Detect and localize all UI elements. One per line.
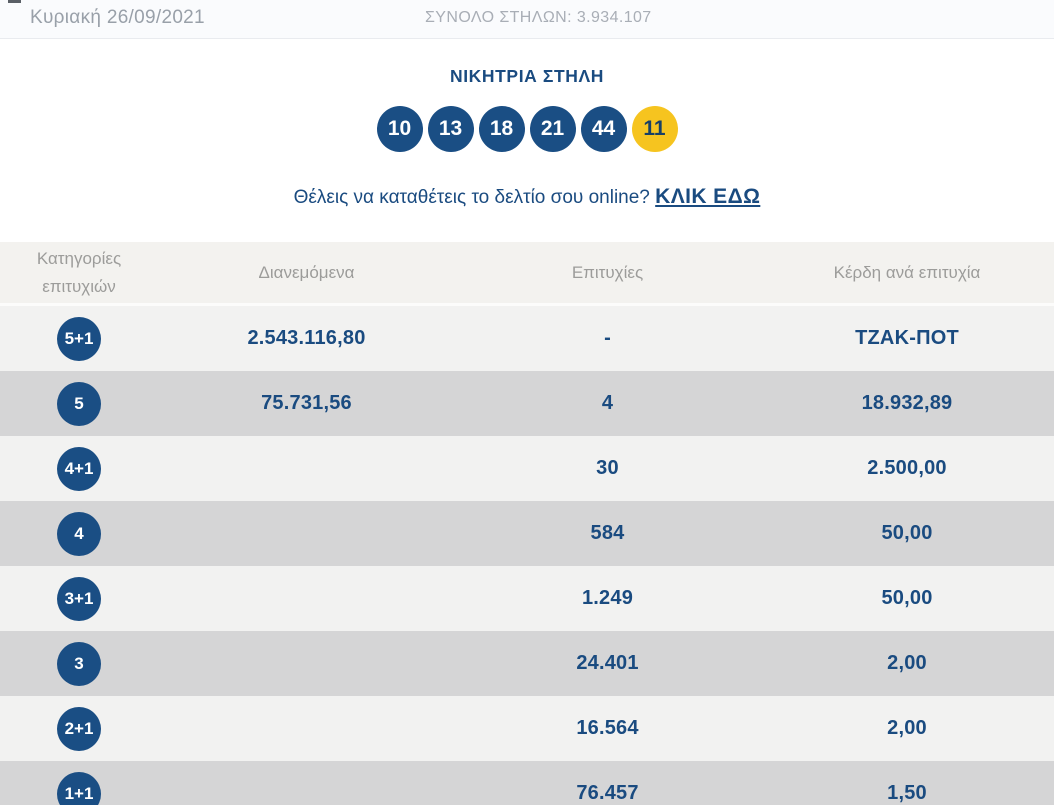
cell-prize: 1,50 <box>887 782 927 804</box>
cell-prize: 50,00 <box>881 587 933 609</box>
cell-winners: 584 <box>590 522 625 544</box>
cell-prize: 2,00 <box>887 717 927 739</box>
joker-number-ball: 11 <box>631 106 678 152</box>
cell-winners: 16.564 <box>576 717 639 739</box>
category-badge: 3+1 <box>57 576 101 621</box>
cell-winners: 24.401 <box>576 652 639 674</box>
cell-winners: 76.457 <box>576 782 639 804</box>
category-badge-label: 3 <box>74 653 84 673</box>
cutoff-edge-artifact <box>8 0 21 3</box>
prize-table-body: 5+1 2.543.116,80 - ΤΖΑΚ-ΠΟΤ 5 75.731,56 … <box>0 306 1054 805</box>
prize-table: Κατηγορίες επιτυχιών Διανεμόμενα Επιτυχί… <box>0 242 1054 805</box>
category-badge-label: 5 <box>74 393 84 413</box>
category-badge-label: 2+1 <box>64 718 94 738</box>
category-badge-label: 1+1 <box>64 783 94 803</box>
cell-prize: ΤΖΑΚ-ΠΟΤ <box>855 327 959 349</box>
category-badge: 5+1 <box>57 316 101 361</box>
winning-number-ball: 21 <box>529 106 576 152</box>
winning-column-title: ΝΙΚΗΤΡΙΑ ΣΤΗΛΗ <box>449 66 605 86</box>
winning-number-ball: 13 <box>427 106 474 152</box>
cell-prize: 2.500,00 <box>867 457 947 479</box>
category-badge: 2+1 <box>57 706 101 751</box>
header-distributed: Διανεμόμενα <box>258 262 355 282</box>
table-row: 3 24.401 2,00 <box>0 631 1054 696</box>
table-row: 5 75.731,56 4 18.932,89 <box>0 371 1054 436</box>
cell-distributed: 2.543.116,80 <box>247 327 366 349</box>
category-badge-label: 4 <box>74 523 84 543</box>
cell-winners: - <box>604 327 611 349</box>
category-badge: 4 <box>57 511 101 556</box>
winning-number-ball: 44 <box>580 106 627 152</box>
header-categories: Κατηγορίες επιτυχιών <box>36 249 122 296</box>
draw-info-bar: Κυριακή 26/09/2021 ΣΥΝΟΛΟ ΣΤΗΛΩΝ: 3.934.… <box>0 0 1054 39</box>
winning-column-section: ΝΙΚΗΤΡΙΑ ΣΤΗΛΗ 10 13 18 21 44 11 Θέλεις να κα… <box>0 66 1054 209</box>
cell-winners: 4 <box>601 392 614 414</box>
winning-number-ball: 10 <box>376 106 423 152</box>
cta-text: Θέλεις να καταθέτεις το δελτίο σου onlin… <box>293 187 650 208</box>
category-badge-label: 3+1 <box>64 588 94 608</box>
table-row: 1+1 76.457 1,50 <box>0 761 1054 805</box>
category-badge-label: 5+1 <box>64 328 94 348</box>
cell-prize: 2,00 <box>887 652 927 674</box>
cell-prize: 18.932,89 <box>861 392 953 414</box>
header-winners: Επιτυχίες <box>571 262 644 282</box>
click-here-link[interactable]: ΚΛΙΚ ΕΔΩ <box>655 185 761 208</box>
table-row: 5+1 2.543.116,80 - ΤΖΑΚ-ΠΟΤ <box>0 306 1054 371</box>
total-columns-label: ΣΥΝΟΛΟ ΣΤΗΛΩΝ: 3.934.107 <box>425 9 652 26</box>
category-badge: 4+1 <box>57 446 101 491</box>
cell-winners: 30 <box>596 457 619 479</box>
table-row: 2+1 16.564 2,00 <box>0 696 1054 761</box>
cell-distributed: 75.731,56 <box>261 392 352 414</box>
table-row: 4 584 50,00 <box>0 501 1054 566</box>
category-badge: 5 <box>57 381 101 426</box>
draw-date: Κυριακή 26/09/2021 <box>30 7 205 28</box>
category-badge: 1+1 <box>57 771 101 805</box>
category-badge-label: 4+1 <box>64 458 94 478</box>
category-badge: 3 <box>57 641 101 686</box>
winning-number-ball: 18 <box>478 106 525 152</box>
table-row: 3+1 1.249 50,00 <box>0 566 1054 631</box>
cell-winners: 1.249 <box>581 587 634 609</box>
cta-line: Θέλεις να καταθέτεις το δελτίο σου onlin… <box>0 185 1054 209</box>
table-row: 4+1 30 2.500,00 <box>0 436 1054 501</box>
winning-numbers: 10 13 18 21 44 11 <box>0 106 1054 152</box>
cell-prize: 50,00 <box>881 522 933 544</box>
header-prize-per-win: Κέρδη ανά επιτυχία <box>833 262 981 282</box>
prize-table-header: Κατηγορίες επιτυχιών Διανεμόμενα Επιτυχί… <box>0 242 1054 306</box>
